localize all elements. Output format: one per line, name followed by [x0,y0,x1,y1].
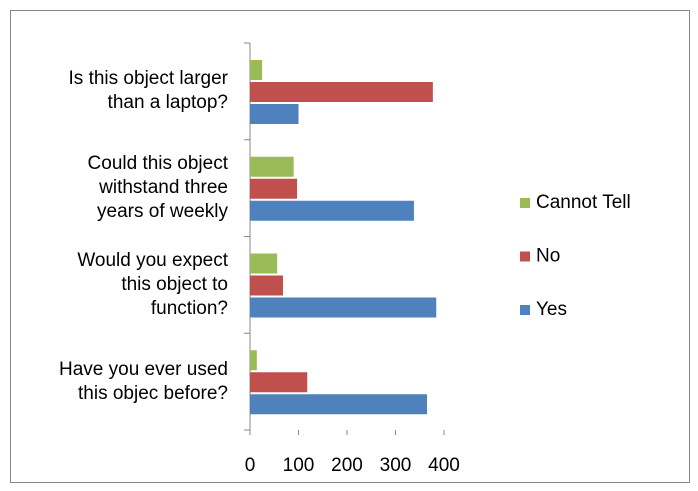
legend-swatch [520,198,530,208]
legend-label: Cannot Tell [536,192,631,213]
x-tick-label: 0 [245,455,256,476]
bar [250,82,433,102]
bar [250,394,428,415]
bar [250,60,263,80]
legend-swatch [520,305,530,315]
bar [250,253,278,274]
category-label: Would you expect this object to function… [77,249,228,319]
bar [250,372,308,393]
category-label: Have you ever used this objec before? [59,358,228,404]
bar [250,200,414,221]
legend-label: Yes [536,299,567,320]
bar [250,275,283,296]
bar [250,297,437,318]
legend-swatch [520,251,530,262]
legend-label: No [536,246,560,267]
category-label: Could this object withstand three years … [87,153,228,223]
bar [250,178,298,199]
bar [250,350,257,371]
bar [250,104,299,124]
x-tick-label: 100 [283,455,315,476]
x-tick-label: 400 [428,455,460,476]
bar [250,156,294,177]
chart-border [10,10,690,483]
category-label: Is this object larger than a laptop? [68,68,228,114]
x-tick-label: 300 [380,455,412,476]
x-tick-label: 200 [331,455,363,476]
